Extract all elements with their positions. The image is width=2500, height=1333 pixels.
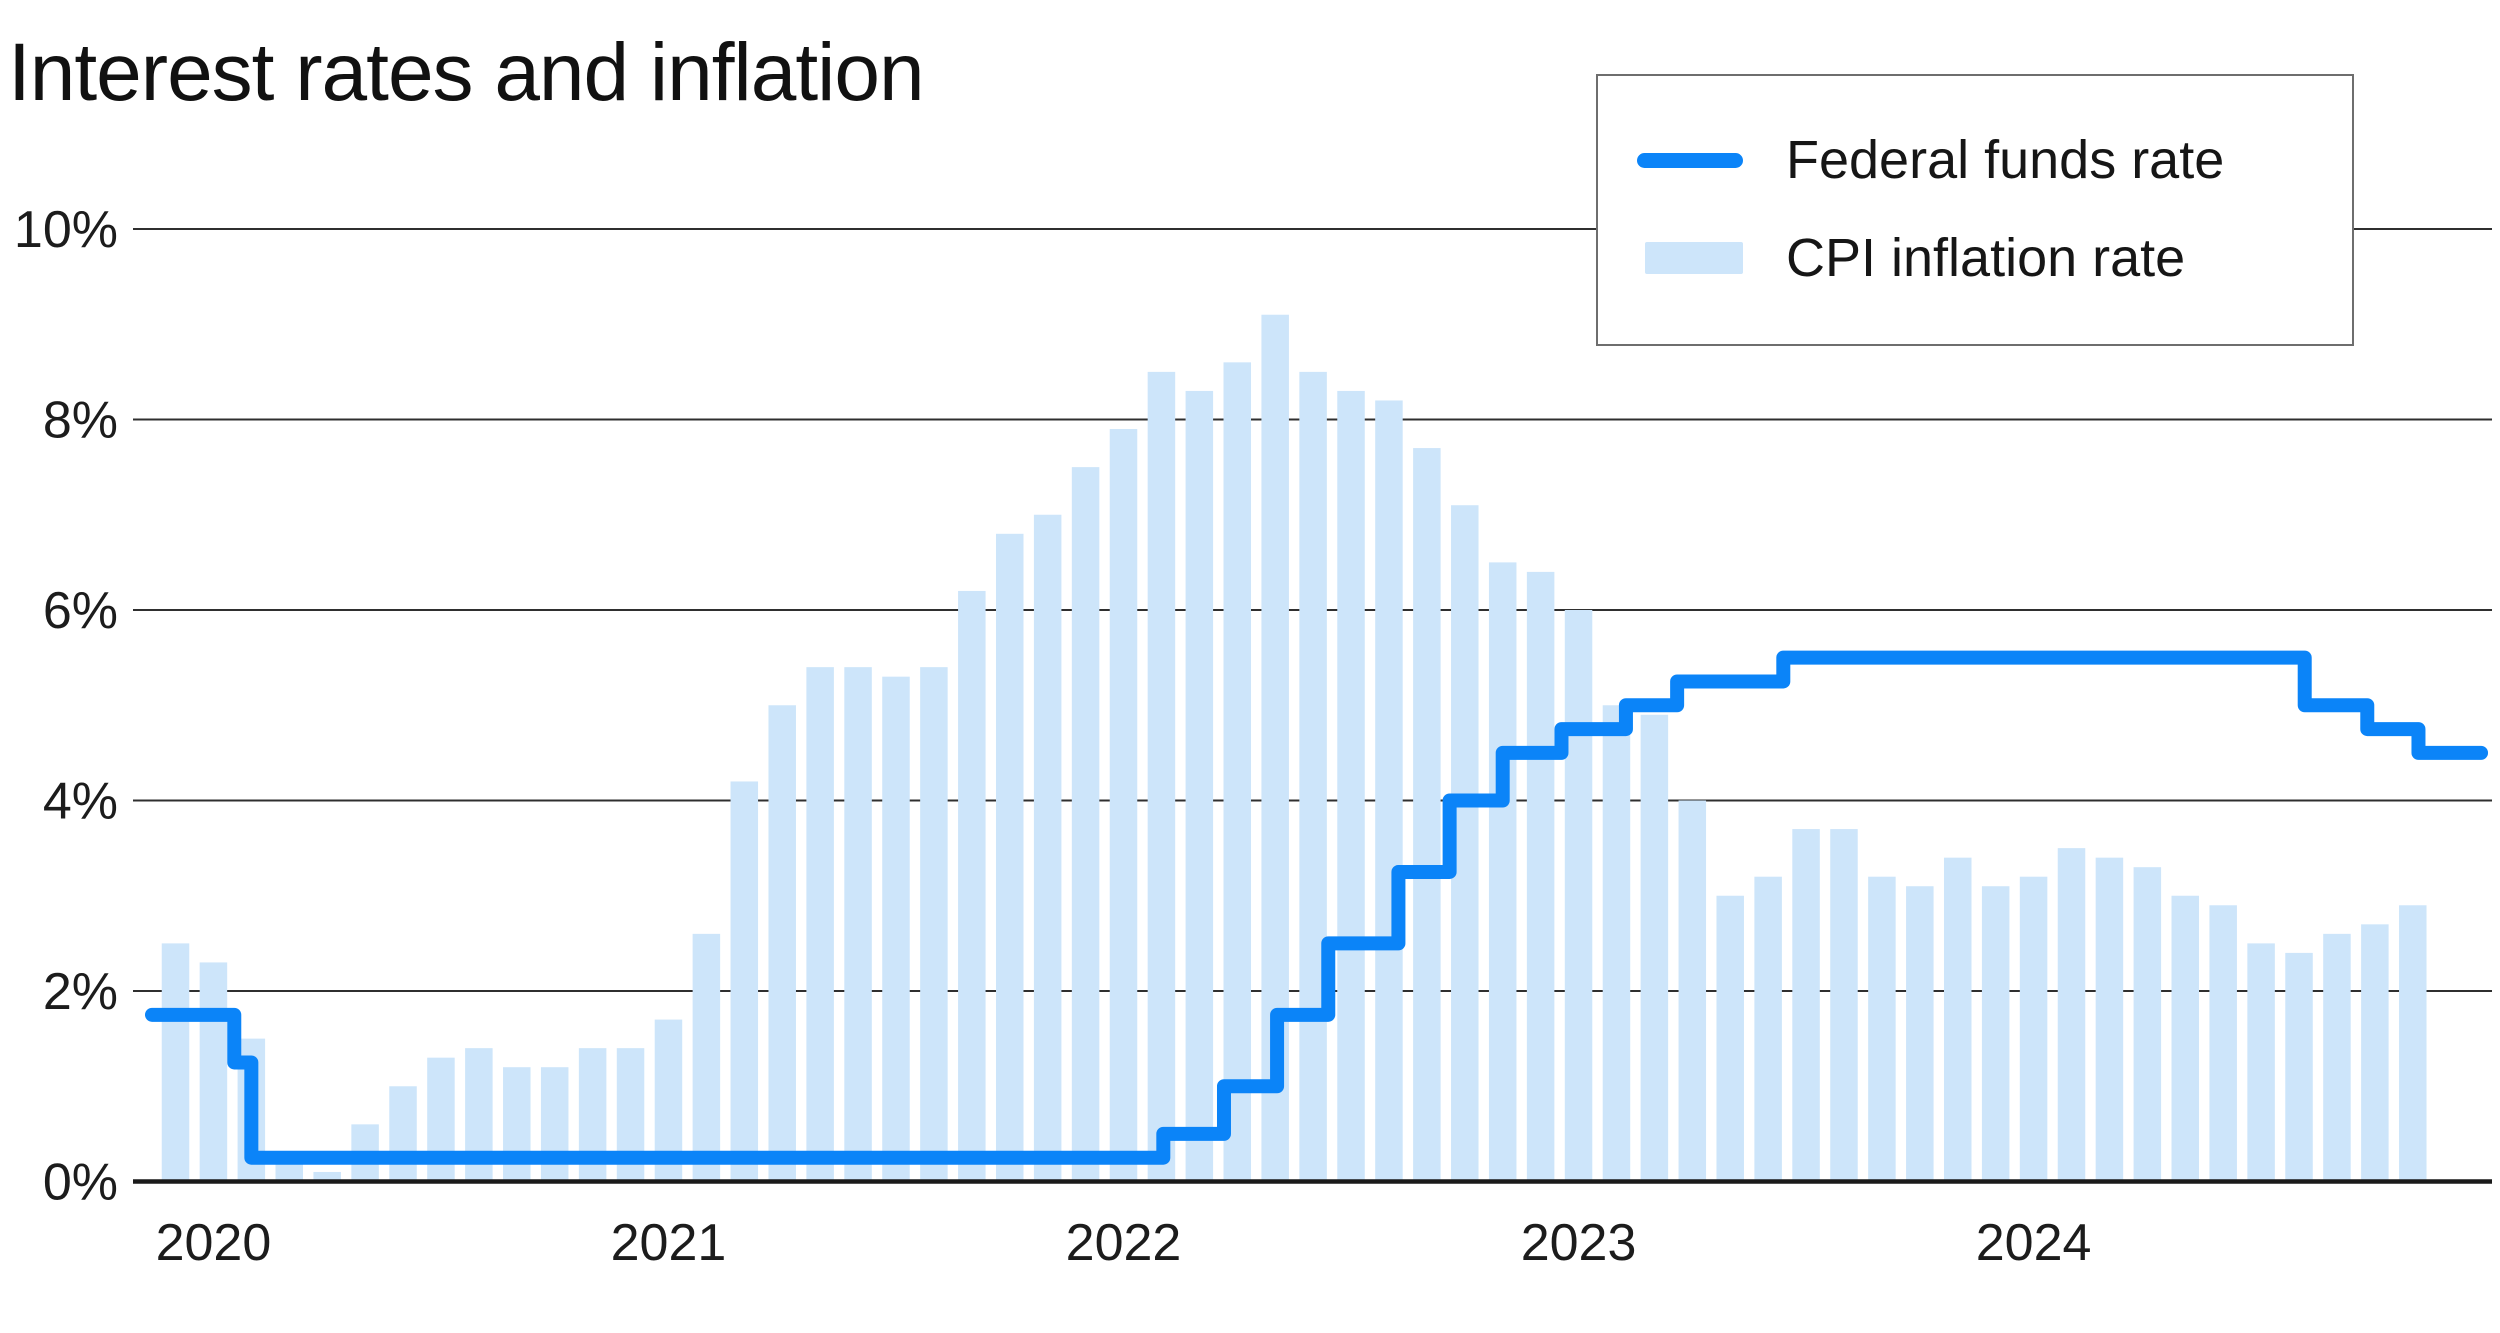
cpi-bar — [1299, 371, 1327, 1182]
legend-item-cpi: CPI inflation rate — [1637, 202, 2185, 314]
cpi-bar — [1678, 800, 1707, 1182]
cpi-bar — [1868, 876, 1896, 1182]
y-tick-label: 4% — [43, 773, 118, 831]
legend-label-fed-funds: Federal funds rate — [1786, 130, 2225, 190]
cpi-bar — [1602, 705, 1631, 1182]
x-tick-label: 2020 — [156, 1214, 272, 1272]
cpi-bar — [692, 933, 721, 1182]
cpi-bar — [389, 1086, 417, 1182]
cpi-bar — [1906, 886, 1934, 1182]
cpi-bar — [768, 705, 796, 1182]
cpi-bar — [844, 667, 872, 1182]
cpi-bar — [1375, 400, 1403, 1182]
y-tick-label: 8% — [43, 392, 118, 450]
cpi-bar — [1071, 467, 1100, 1182]
cpi-bar — [882, 676, 910, 1182]
x-tick-label: 2022 — [1066, 1214, 1182, 1272]
cpi-bar — [1526, 571, 1555, 1182]
cpi-bar — [730, 781, 759, 1182]
y-axis-labels: 10% 8% 6% 4% 2% 0% — [14, 201, 118, 1212]
legend-swatch-box — [1637, 242, 1786, 274]
cpi-bar — [2247, 943, 2275, 1182]
y-tick-label: 2% — [43, 963, 118, 1021]
cpi-bar — [1792, 829, 1820, 1182]
x-tick-label: 2023 — [1521, 1214, 1637, 1272]
fed-funds-line — [144, 650, 2489, 1165]
cpi-bar — [1033, 514, 1062, 1182]
cpi-bar — [2323, 933, 2351, 1182]
legend-item-fed-funds: Federal funds rate — [1637, 104, 2224, 216]
cpi-bar — [1981, 886, 2010, 1182]
cpi-bar — [2095, 857, 2124, 1182]
cpi-bar — [1640, 714, 1669, 1182]
cpi-bar — [1754, 876, 1782, 1182]
cpi-bar — [1185, 390, 1214, 1182]
chart-title: Interest rates and inflation — [8, 27, 925, 118]
x-tick-label: 2024 — [1976, 1214, 2092, 1272]
cpi-bar — [1488, 562, 1517, 1182]
cpi-bar — [1943, 857, 1972, 1182]
y-tick-label: 0% — [43, 1154, 118, 1212]
y-tick-label: 6% — [43, 582, 118, 640]
cpi-bar — [1223, 362, 1252, 1182]
legend-label-cpi: CPI inflation rate — [1786, 228, 2186, 288]
cpi-bar — [1147, 371, 1176, 1182]
cpi-bar — [2399, 905, 2427, 1182]
cpi-bar — [2209, 905, 2237, 1182]
cpi-bar — [1109, 429, 1138, 1182]
x-tick-label: 2021 — [611, 1214, 727, 1272]
cpi-bar — [2285, 952, 2313, 1182]
cpi-bar — [1716, 895, 1744, 1182]
cpi-bar — [958, 590, 986, 1182]
legend: Federal funds rate CPI inflation rate — [1596, 74, 2354, 346]
cpi-bars — [161, 314, 2427, 1182]
cpi-bar — [2019, 876, 2048, 1182]
cpi-bar — [1337, 390, 1365, 1182]
cpi-bar — [920, 667, 948, 1182]
cpi-bar — [1413, 448, 1441, 1182]
cpi-bar — [806, 667, 834, 1182]
cpi-bar — [2133, 867, 2162, 1182]
cpi-bar — [313, 1171, 341, 1182]
cpi-bar — [1830, 829, 1858, 1182]
cpi-bar — [995, 533, 1024, 1182]
cpi-bar — [1564, 610, 1593, 1182]
x-axis-labels: 2020 2021 2022 2023 2024 — [156, 1214, 2092, 1272]
legend-swatch-box — [1637, 152, 1786, 168]
legend-line-swatch — [1637, 152, 1743, 168]
y-tick-label: 10% — [14, 201, 118, 259]
cpi-bar — [199, 962, 228, 1182]
legend-bar-swatch — [1645, 242, 1743, 274]
cpi-bar — [161, 943, 190, 1182]
cpi-bar — [2361, 924, 2389, 1182]
cpi-bar — [2057, 848, 2086, 1182]
cpi-bar — [2171, 895, 2200, 1182]
